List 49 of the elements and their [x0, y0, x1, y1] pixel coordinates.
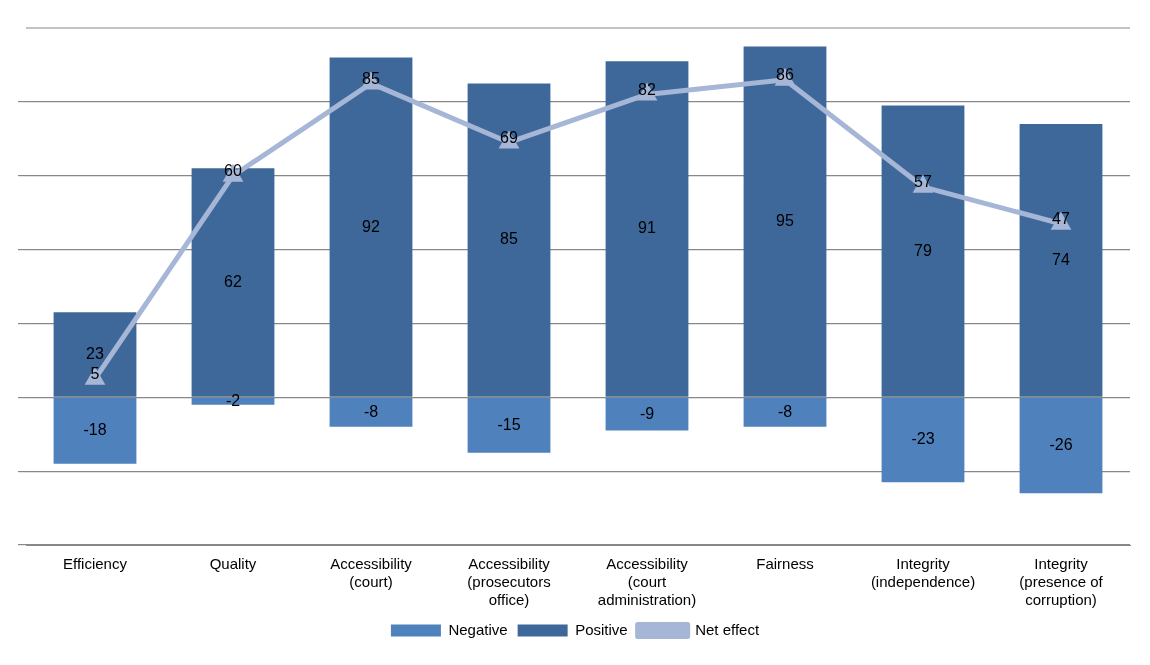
bar [329, 397, 413, 427]
x-tick-label: Accessibility (prosecutors office) [467, 555, 551, 609]
legend-label: Net effect [695, 620, 760, 638]
data-label: -23 [911, 430, 935, 448]
legend-label: Positive [575, 620, 628, 638]
x-tick-label: Quality [209, 555, 257, 573]
data-label: -15 [497, 415, 521, 433]
x-tick-label: Fairness [756, 555, 814, 573]
data-label: 92 [362, 217, 380, 235]
bar [881, 397, 965, 483]
x-tick-label: Integrity (presence of corruption) [1019, 555, 1104, 609]
x-tick-label: Accessibility (court administration) [597, 555, 697, 609]
data-label: 74 [1052, 250, 1070, 268]
data-label: 62 [224, 272, 242, 290]
bar [53, 312, 137, 397]
data-label: -18 [83, 421, 107, 439]
data-label: 91 [638, 219, 656, 237]
bar [881, 105, 965, 397]
data-label: 79 [914, 241, 932, 259]
x-tick-label: Efficiency [63, 555, 128, 573]
data-label: 5 [90, 365, 100, 383]
bar [329, 57, 413, 397]
data-label: -2 [225, 391, 241, 409]
bar [467, 83, 551, 397]
x-tick-label: Accessibility (court) [330, 555, 413, 591]
bar [743, 46, 827, 397]
data-label: -8 [777, 402, 793, 420]
bar [53, 397, 137, 464]
bar [743, 397, 827, 427]
data-label: 23 [86, 344, 104, 362]
data-label: 85 [500, 230, 518, 248]
bar [605, 397, 689, 431]
bar [1019, 124, 1103, 397]
x-tick-label: Integrity (independence) [870, 555, 976, 591]
data-label: 60 [224, 162, 242, 180]
data-label: 69 [500, 128, 518, 146]
bar [605, 61, 689, 397]
legend-label: Negative [448, 620, 508, 638]
data-label: -8 [363, 402, 379, 420]
data-label: -26 [1049, 436, 1073, 453]
data-label: -9 [639, 404, 655, 422]
bar [1019, 397, 1103, 494]
bar [467, 397, 551, 453]
data-label: 85 [362, 69, 380, 87]
data-label: 86 [776, 66, 794, 84]
data-label: 95 [776, 211, 794, 229]
data-label: 47 [1052, 210, 1070, 228]
data-label: 82 [638, 80, 656, 98]
data-label: 57 [914, 173, 932, 191]
